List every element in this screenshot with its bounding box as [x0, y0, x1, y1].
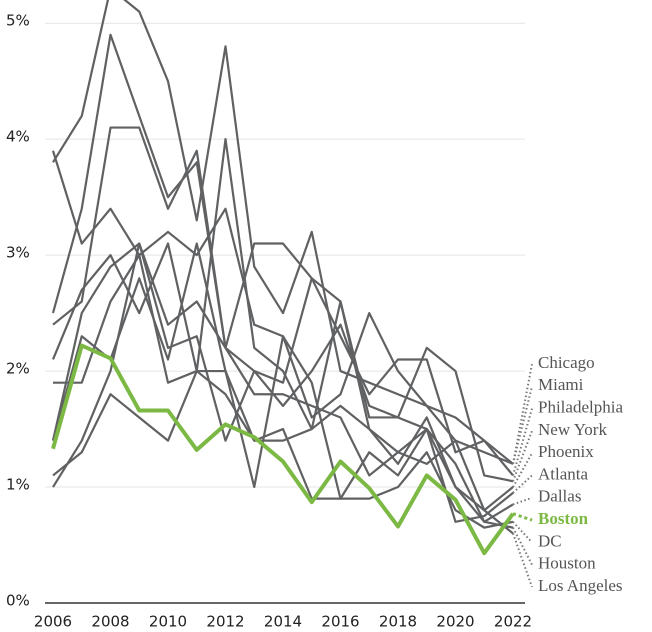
series-line [52, 0, 514, 465]
x-tick-label: 2022 [494, 613, 532, 631]
legend-label: Los Angeles [538, 576, 623, 595]
x-tick-label: 2014 [264, 613, 302, 631]
leader-line [512, 386, 533, 465]
series-line [52, 126, 514, 483]
leader-line [512, 430, 533, 482]
legend-label: DC [538, 531, 562, 550]
series-line [52, 242, 514, 529]
y-tick-label: 4% [6, 128, 30, 146]
leader-line [512, 521, 533, 544]
leader-line [512, 474, 533, 494]
legend-label: Boston [538, 509, 589, 528]
legend-label: Miami [538, 375, 584, 394]
leader-line [512, 408, 533, 476]
legend-label: Chicago [538, 353, 595, 372]
y-tick-label: 1% [6, 476, 30, 494]
series-line [51, 242, 514, 523]
leader-line [512, 533, 533, 588]
x-tick-label: 2012 [206, 613, 244, 631]
leader-line [512, 527, 533, 566]
leader-line [512, 496, 533, 506]
legend-label: Dallas [538, 487, 581, 506]
leader-line [512, 512, 533, 522]
leader-line [512, 363, 533, 465]
y-tick-label: 0% [6, 592, 30, 610]
labels: 0% 1% 2% 3% 4% 5% 2006 2008 2010 2012 2014 2016 2018… [6, 12, 623, 631]
legend-label: Phoenix [538, 442, 594, 461]
legend-label: Atlanta [538, 464, 588, 483]
y-tick-label: 3% [6, 244, 30, 262]
legend-label: Houston [538, 554, 596, 573]
y-tick-label: 2% [6, 360, 30, 378]
x-tick-label: 2010 [149, 613, 187, 631]
x-tick-label: 2020 [436, 613, 474, 631]
x-tick-label: 2008 [91, 613, 129, 631]
x-tick-label: 2018 [379, 613, 417, 631]
leader-line [512, 452, 533, 488]
series-line [52, 369, 514, 529]
x-tick-label: 2006 [34, 613, 72, 631]
series-line [53, 138, 514, 512]
x-tick-label: 2016 [321, 613, 359, 631]
highlight-line [51, 343, 515, 556]
lines [51, 0, 533, 588]
y-tick-label: 5% [6, 12, 30, 30]
series-line [51, 242, 514, 535]
legend-label: New York [538, 420, 607, 439]
series-line [51, 33, 514, 465]
legend-label: Philadelphia [538, 398, 623, 417]
